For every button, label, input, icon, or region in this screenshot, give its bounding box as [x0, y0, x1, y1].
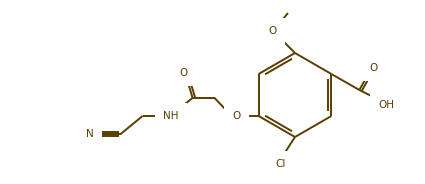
Text: O: O: [232, 111, 241, 121]
Text: OH: OH: [378, 100, 394, 110]
Text: Cl: Cl: [276, 159, 286, 169]
Text: N: N: [86, 129, 94, 139]
Text: O: O: [369, 63, 377, 73]
Text: NH: NH: [163, 111, 178, 121]
Text: O: O: [179, 68, 188, 78]
Text: O: O: [269, 26, 277, 36]
